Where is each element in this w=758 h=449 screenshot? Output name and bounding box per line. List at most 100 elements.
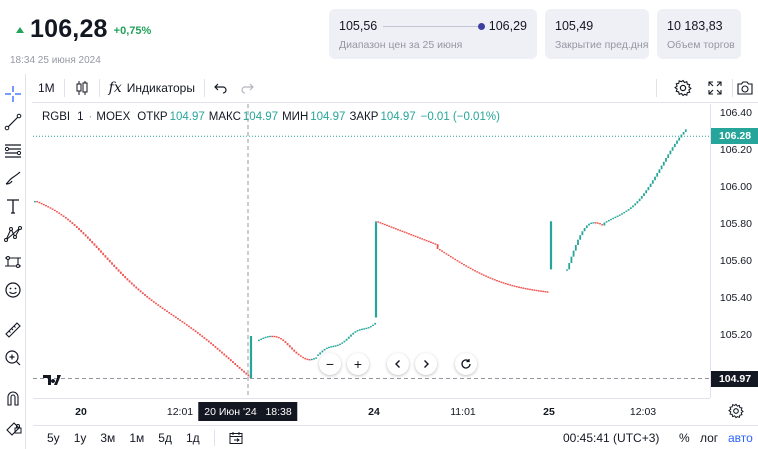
range-1d-button[interactable]: 1д xyxy=(185,430,200,445)
chart-legend: RGBI 1 · MOEX ОТКР 104.97 МАКС 104.97 МИ… xyxy=(42,111,502,123)
candle-118 xyxy=(299,355,302,357)
brush-tool-icon[interactable] xyxy=(2,167,24,189)
candle-94 xyxy=(240,368,243,371)
axis-settings-gear-icon[interactable] xyxy=(728,403,744,424)
magnet-icon[interactable] xyxy=(2,387,24,409)
camera-icon[interactable] xyxy=(732,76,758,100)
drawing-toolbar xyxy=(0,74,26,449)
range-1m-button[interactable]: 1м xyxy=(129,430,145,445)
candle-60 xyxy=(166,310,168,313)
clock-timezone[interactable]: 00:45:41 (UTC+3) xyxy=(563,431,660,445)
up-arrow-icon xyxy=(16,27,24,33)
legend-high-value: 104.97 xyxy=(242,111,279,123)
candle-191 xyxy=(458,261,461,263)
candle-108 xyxy=(277,336,280,339)
zoom-out-button[interactable]: − xyxy=(319,353,341,375)
zoom-in-icon[interactable] xyxy=(2,347,24,369)
candle-83 xyxy=(216,347,219,350)
quote-price-row: 106,28 +0,75% xyxy=(16,14,151,44)
candle-72 xyxy=(192,328,195,331)
candle-91 xyxy=(234,363,237,365)
range-marker xyxy=(478,23,485,30)
horizontal-lines-tool-icon[interactable] xyxy=(2,139,24,161)
candle-154 xyxy=(377,221,380,223)
candle-14 xyxy=(64,217,67,219)
prediction-tool-icon[interactable] xyxy=(2,251,24,273)
trendline-tool-icon[interactable] xyxy=(2,111,24,133)
candle-247 xyxy=(599,223,601,225)
lock-drawings-icon[interactable] xyxy=(2,415,24,437)
candle-257 xyxy=(621,213,623,215)
chevron-left-icon xyxy=(395,360,400,368)
auto-scale-toggle[interactable]: авто xyxy=(728,431,753,445)
candle-157 xyxy=(383,223,386,226)
range-1y-button[interactable]: 1y xyxy=(73,430,87,445)
pattern-tool-icon[interactable] xyxy=(2,223,24,245)
candle-148 xyxy=(365,327,368,330)
candle-132 xyxy=(330,346,333,348)
range-3m-button[interactable]: 3м xyxy=(100,430,116,445)
redo-icon[interactable] xyxy=(234,76,260,100)
log-scale-toggle[interactable]: лог xyxy=(700,431,719,445)
candle-272 xyxy=(654,176,656,181)
interval-button[interactable]: 1M xyxy=(38,81,55,95)
price-chart[interactable] xyxy=(33,104,710,398)
indicators-button[interactable]: fx Индикаторы xyxy=(103,76,201,100)
time-axis[interactable]: 12:03 25 11:01 24 12:01 20 20 Июн '24 18:38 xyxy=(33,398,710,424)
legend-symbol: RGBI xyxy=(42,111,71,123)
crosshair-tool-icon[interactable] xyxy=(2,83,24,105)
candle-160 xyxy=(390,226,393,228)
range-5y-button[interactable]: 5y xyxy=(47,430,60,445)
undo-icon[interactable] xyxy=(208,76,234,100)
reset-chart-button[interactable] xyxy=(455,353,477,375)
jump-candle-2 xyxy=(549,221,553,270)
date-range-calendar-icon[interactable] xyxy=(229,431,243,445)
candle-201 xyxy=(480,273,483,275)
candle-176 xyxy=(425,239,428,242)
scroll-right-button[interactable] xyxy=(415,353,437,375)
candle-224 xyxy=(531,289,534,291)
candle-185 xyxy=(445,253,448,255)
candle-275 xyxy=(660,165,663,170)
candles-style-icon[interactable] xyxy=(68,76,96,100)
candle-235 xyxy=(572,250,575,257)
candle-255 xyxy=(616,215,619,217)
zoom-in-button[interactable]: + xyxy=(347,353,369,375)
candle-171 xyxy=(414,235,417,238)
candle-250 xyxy=(605,221,608,223)
candle-279 xyxy=(669,150,672,155)
percent-scale-toggle[interactable]: % xyxy=(679,431,690,445)
candle-222 xyxy=(526,288,529,290)
ruler-icon[interactable] xyxy=(2,319,24,341)
candle-213 xyxy=(507,283,509,286)
smiley-icon[interactable] xyxy=(2,279,24,301)
time-tick: 12:03 xyxy=(629,406,657,418)
crosshair-time-text: 20 Июн '24 18:38 xyxy=(204,405,292,418)
candle-198 xyxy=(474,270,476,272)
legend-open-label: ОТКР xyxy=(137,111,168,123)
range-5d-button[interactable]: 5д xyxy=(158,430,172,445)
price-axis[interactable]: 106.28 104.97 106.40 106.20 106.00 105.80 10… xyxy=(710,104,758,398)
text-tool-icon[interactable] xyxy=(2,195,24,217)
candle-90 xyxy=(232,361,234,364)
candle-267 xyxy=(643,193,645,197)
time-tick: 25 xyxy=(543,406,555,418)
candle-186 xyxy=(447,254,450,256)
scroll-left-button[interactable] xyxy=(387,353,409,375)
candle-129 xyxy=(323,348,326,351)
candle-3 xyxy=(40,202,43,205)
candle-19 xyxy=(75,225,78,228)
candle-84 xyxy=(218,349,221,352)
settings-gear-icon[interactable] xyxy=(670,76,696,100)
candle-286 xyxy=(684,129,687,132)
candle-61 xyxy=(168,312,171,314)
candle-48 xyxy=(139,290,142,293)
legend-separator-dot: · xyxy=(88,111,93,123)
candle-230 xyxy=(544,291,547,293)
candle-266 xyxy=(640,196,643,199)
candle-102 xyxy=(264,336,267,339)
candle-75 xyxy=(199,333,201,336)
candle-209 xyxy=(498,280,501,283)
candle-178 xyxy=(430,241,432,244)
fullscreen-icon[interactable] xyxy=(702,76,728,100)
